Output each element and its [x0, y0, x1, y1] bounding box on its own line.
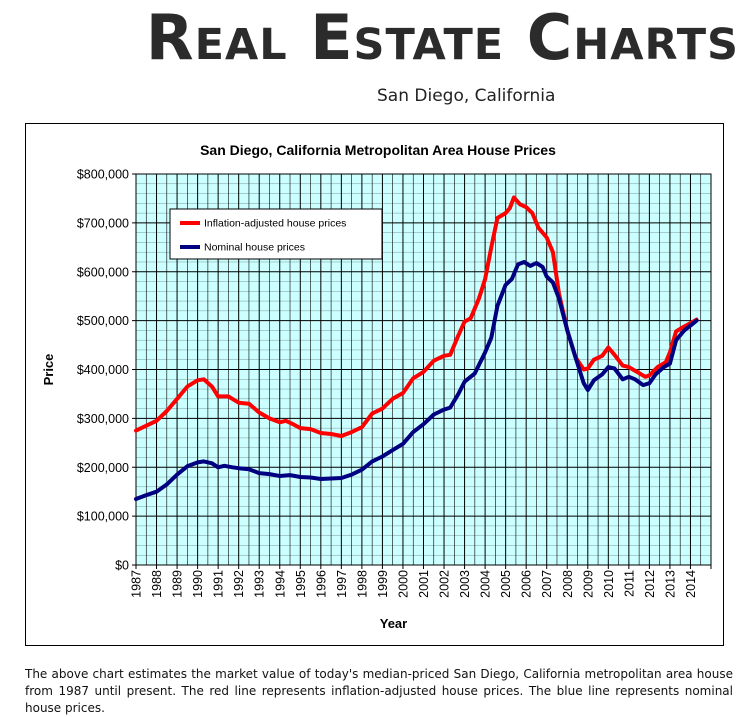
- x-axis-label: Year: [380, 616, 407, 631]
- series-lines: [134, 195, 699, 501]
- chart-caption: The above chart estimates the market val…: [25, 667, 733, 715]
- site-title: Real Estate Charts: [145, 1, 739, 74]
- y-axis-ticks: $0 $100,000 $200,000 $300,000 $400,000 $500,0…: [77, 168, 129, 573]
- x-tick-label: 1995: [294, 570, 308, 598]
- y-tick-label: $200,000: [77, 461, 129, 475]
- y-tick-label: $600,000: [77, 265, 129, 279]
- x-tick-label: 1996: [314, 570, 328, 598]
- x-tick-label: 1991: [212, 570, 226, 598]
- legend-label: Inflation-adjusted house prices: [204, 218, 346, 230]
- x-tick-label: 1990: [191, 570, 205, 598]
- x-tick-label: 2000: [396, 570, 410, 598]
- y-tick-label: $100,000: [77, 510, 129, 524]
- y-tick-label: $500,000: [77, 314, 129, 328]
- x-tick-label: 1993: [253, 570, 267, 598]
- x-axis-ticks: 1987 1988 1989 1990 1991 1992 1993 1994 1995 1996…: [130, 570, 698, 598]
- x-tick-label: 1999: [376, 570, 390, 598]
- x-tick-label: 2012: [643, 570, 657, 598]
- y-tick-label: $800,000: [77, 168, 129, 182]
- x-tick-label: 2004: [479, 570, 493, 598]
- gridlines: [132, 173, 712, 569]
- y-tick-label: $700,000: [77, 216, 129, 230]
- x-tick-label: 1992: [232, 570, 246, 598]
- x-tick-label: 1994: [273, 570, 287, 598]
- legend-box: [169, 208, 383, 260]
- page-subtitle: San Diego, California: [377, 86, 556, 106]
- x-tick-label: 2010: [602, 570, 616, 598]
- y-tick-label: $0: [115, 559, 129, 573]
- x-tick-label: 1998: [355, 570, 369, 598]
- x-tick-label: 2006: [520, 570, 534, 598]
- x-tick-label: 1997: [335, 570, 349, 598]
- x-tick-label: 2002: [438, 570, 452, 598]
- y-tick-label: $300,000: [77, 412, 129, 426]
- nominal-house-prices-line: [134, 260, 699, 501]
- price-chart: San Diego, California Metropolitan Area …: [41, 142, 712, 631]
- x-tick-label: 1987: [130, 570, 144, 598]
- legend-label: Nominal house prices: [204, 242, 305, 254]
- chart-title: San Diego, California Metropolitan Area …: [200, 142, 556, 158]
- inflation-adjusted-house-prices-line: [134, 195, 699, 438]
- y-tick-label: $400,000: [77, 363, 129, 377]
- x-tick-label: 2008: [561, 570, 575, 598]
- chart-frame: San Diego, California Metropolitan Area …: [25, 123, 724, 646]
- x-tick-label: 1989: [171, 570, 185, 598]
- x-tick-label: 2007: [540, 570, 554, 598]
- x-tick-label: 2005: [499, 570, 513, 598]
- x-tick-label: 2013: [663, 570, 677, 598]
- chart-legend: Inflation-adjusted house prices Nominal h…: [169, 208, 383, 260]
- y-axis-label: Price: [41, 354, 56, 386]
- x-tick-label: 2003: [458, 570, 472, 598]
- x-tick-label: 2011: [622, 570, 636, 597]
- x-tick-label: 1988: [150, 570, 164, 598]
- x-tick-label: 2014: [684, 570, 698, 598]
- x-tick-label: 2009: [581, 570, 595, 598]
- x-tick-label: 2001: [417, 570, 431, 598]
